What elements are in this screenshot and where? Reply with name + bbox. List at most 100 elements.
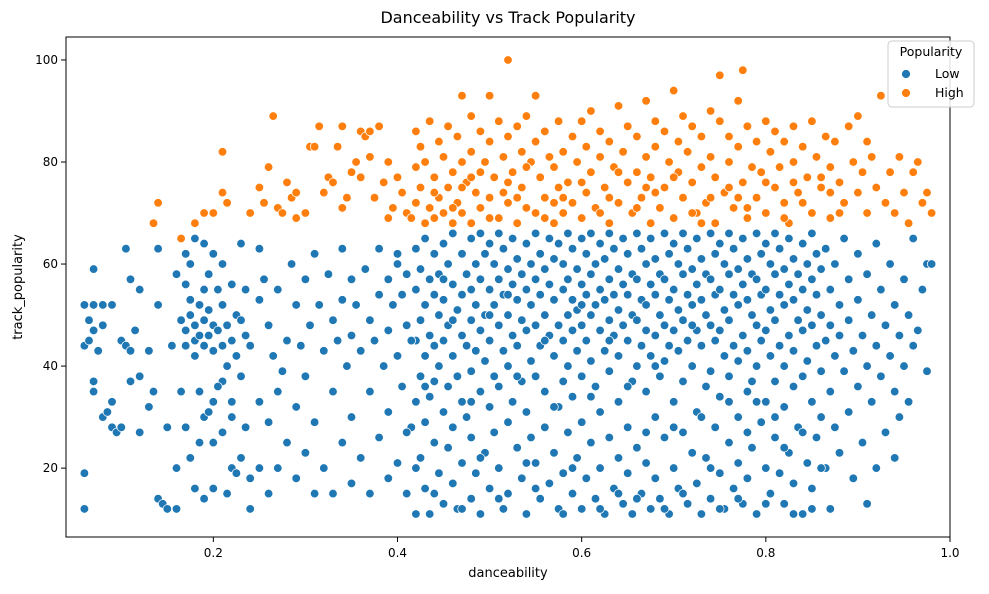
point-low-443 bbox=[682, 335, 693, 346]
point-low-494 bbox=[738, 233, 748, 244]
point-low-258 bbox=[494, 274, 504, 284]
point-low-366 bbox=[604, 315, 614, 325]
point-low-676 bbox=[825, 504, 835, 514]
point-high-3 bbox=[190, 218, 200, 228]
point-low-564 bbox=[807, 483, 817, 494]
point-low-580 bbox=[830, 351, 840, 361]
point-low-424 bbox=[664, 295, 674, 305]
point-low-96 bbox=[190, 483, 200, 494]
point-high-208 bbox=[853, 187, 863, 198]
point-low-203 bbox=[434, 468, 444, 478]
point-low-568 bbox=[811, 432, 822, 443]
point-low-238 bbox=[471, 468, 481, 478]
point-high-215 bbox=[876, 91, 886, 101]
point-low-171 bbox=[392, 458, 403, 468]
point-low-456 bbox=[696, 341, 707, 351]
point-high-204 bbox=[834, 177, 845, 188]
point-low-256 bbox=[489, 427, 499, 438]
point-low-658 bbox=[659, 504, 670, 514]
point-low-395 bbox=[632, 443, 642, 453]
point-high-69 bbox=[457, 91, 467, 101]
point-low-410 bbox=[650, 290, 660, 300]
point-low-630 bbox=[406, 335, 416, 346]
point-low-345 bbox=[581, 473, 591, 483]
point-low-558 bbox=[802, 356, 812, 366]
point-low-304 bbox=[540, 422, 550, 432]
point-low-195 bbox=[429, 249, 439, 259]
point-low-379 bbox=[618, 279, 628, 290]
point-low-94 bbox=[181, 422, 191, 432]
point-low-274 bbox=[507, 397, 518, 407]
point-high-80 bbox=[480, 157, 490, 167]
point-high-156 bbox=[687, 177, 697, 188]
point-high-57 bbox=[429, 172, 439, 182]
point-high-42 bbox=[383, 213, 393, 223]
point-low-473 bbox=[715, 325, 725, 336]
point-low-224 bbox=[457, 397, 467, 407]
point-low-236 bbox=[471, 300, 481, 310]
point-high-178 bbox=[747, 162, 757, 172]
point-high-249 bbox=[834, 208, 845, 218]
point-low-493 bbox=[733, 458, 743, 468]
point-low-626 bbox=[926, 259, 937, 269]
point-low-515 bbox=[756, 417, 766, 427]
plot-frame bbox=[65, 36, 951, 538]
point-low-511 bbox=[751, 509, 762, 519]
point-high-5 bbox=[208, 208, 218, 218]
point-low-77 bbox=[222, 320, 232, 330]
point-high-194 bbox=[798, 142, 808, 152]
point-high-228 bbox=[448, 203, 458, 213]
point-low-145 bbox=[337, 295, 347, 305]
point-low-330 bbox=[567, 392, 578, 402]
point-low-635 bbox=[448, 315, 458, 325]
point-high-116 bbox=[572, 157, 582, 167]
point-low-632 bbox=[420, 381, 430, 392]
point-low-122 bbox=[282, 335, 292, 346]
point-low-392 bbox=[632, 274, 642, 284]
point-low-260 bbox=[494, 381, 504, 392]
point-high-220 bbox=[899, 187, 909, 198]
point-low-290 bbox=[526, 356, 536, 366]
point-low-113 bbox=[259, 274, 269, 284]
point-high-26 bbox=[328, 177, 338, 188]
point-low-594 bbox=[853, 381, 863, 392]
point-low-671 bbox=[779, 443, 789, 453]
point-low-34 bbox=[153, 244, 163, 254]
point-low-180 bbox=[411, 397, 421, 407]
point-high-224 bbox=[917, 198, 928, 208]
point-high-140 bbox=[641, 152, 651, 162]
point-high-74 bbox=[466, 147, 476, 157]
point-low-286 bbox=[521, 407, 532, 417]
point-low-178 bbox=[411, 284, 421, 295]
point-low-206 bbox=[438, 335, 449, 346]
point-low-589 bbox=[844, 407, 854, 417]
point-low-463 bbox=[705, 274, 716, 284]
point-low-563 bbox=[807, 397, 817, 407]
point-low-621 bbox=[908, 233, 918, 244]
point-high-136 bbox=[632, 131, 642, 142]
point-high-98 bbox=[521, 203, 532, 213]
point-low-442 bbox=[682, 290, 693, 300]
point-low-188 bbox=[420, 351, 430, 361]
point-low-349 bbox=[586, 356, 596, 366]
point-low-71 bbox=[213, 284, 223, 295]
point-low-27 bbox=[130, 325, 140, 336]
point-low-190 bbox=[420, 483, 430, 494]
point-low-599 bbox=[862, 499, 872, 509]
point-low-293 bbox=[530, 274, 541, 284]
point-low-483 bbox=[724, 371, 734, 381]
point-low-385 bbox=[623, 422, 633, 432]
point-low-240 bbox=[475, 274, 486, 284]
point-low-161 bbox=[374, 290, 384, 300]
point-low-557 bbox=[802, 305, 812, 315]
point-low-535 bbox=[779, 300, 789, 310]
point-low-265 bbox=[498, 504, 509, 514]
point-low-584 bbox=[834, 448, 845, 458]
point-low-545 bbox=[788, 346, 799, 356]
point-low-337 bbox=[577, 279, 587, 290]
point-high-138 bbox=[636, 193, 647, 203]
point-low-189 bbox=[420, 417, 430, 427]
point-low-409 bbox=[650, 254, 660, 264]
point-high-120 bbox=[581, 187, 591, 198]
point-high-1 bbox=[153, 198, 163, 208]
